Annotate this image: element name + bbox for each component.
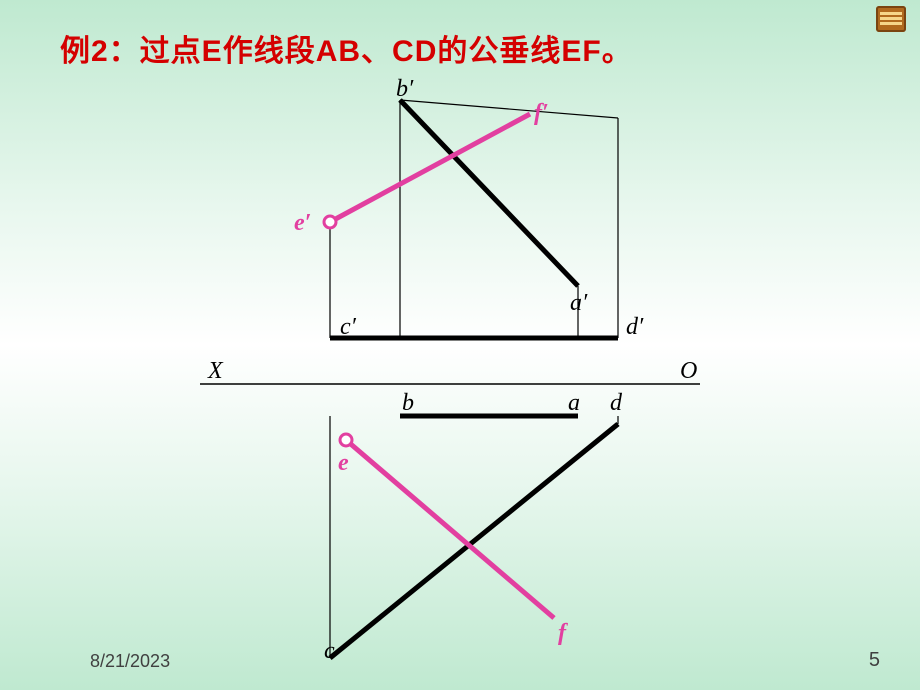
label-a: a — [568, 390, 580, 416]
page-number: 5 — [869, 649, 880, 672]
line-ab-prime — [400, 100, 578, 286]
point-e-prime — [324, 216, 336, 228]
book-icon — [876, 6, 906, 32]
label-c: c — [324, 638, 335, 664]
slide-date: 8/21/2023 — [90, 651, 170, 672]
label-d-prime: d′ — [626, 314, 644, 340]
label-f: f — [558, 620, 568, 646]
example-title: 例2：过点E作线段AB、CD的公垂线EF。 — [60, 26, 633, 70]
label-x: X — [207, 358, 224, 384]
label-f-prime: f′ — [534, 100, 549, 126]
label-e-prime: e′ — [294, 210, 311, 236]
line-cd — [330, 424, 618, 658]
slide: 例2：过点E作线段AB、CD的公垂线EF。 — [0, 0, 920, 690]
point-e — [340, 434, 352, 446]
label-c-prime: c′ — [340, 314, 357, 340]
label-e: e — [338, 450, 349, 476]
diagram: X O b′ f′ e′ a′ c′ d′ b a d e f c — [190, 78, 730, 668]
label-d: d — [610, 390, 623, 416]
label-a-prime: a′ — [570, 290, 588, 316]
label-o: O — [680, 358, 697, 384]
label-b: b — [402, 390, 414, 416]
line-ef — [346, 440, 554, 618]
label-b-prime: b′ — [396, 78, 414, 102]
